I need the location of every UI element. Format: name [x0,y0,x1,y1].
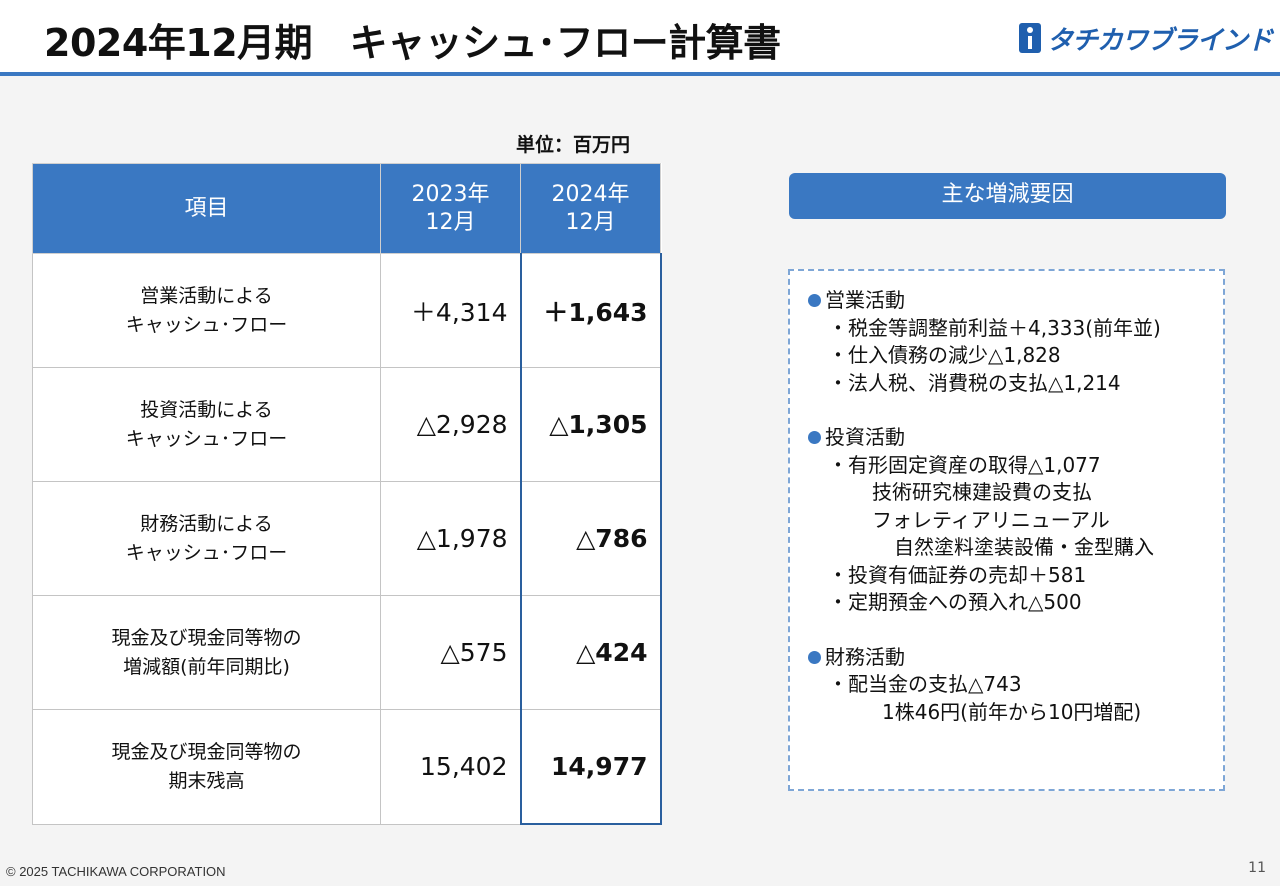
bullet-icon [808,650,821,664]
list-item: 技術研究棟建設費の支払 [872,480,1092,504]
list-item: 1株46円(前年から10円増配) [882,699,1142,724]
list-item: フォレティアリニューアル [872,507,1110,532]
info-person-icon [1018,23,1041,53]
table-row: 現金及び現金同等物の 期末残高 15,402 14,977 [32,709,662,825]
copyright: © 2025 TACHIKAWA CORPORATION [6,864,226,879]
factors-box: 営業活動 ・税金等調整前利益＋4,333(前年並) ・仕入債務の減少△1,828… [788,269,1225,791]
row-prev-value: 15,402 [380,709,521,825]
section-heading: 投資活動 [808,424,1223,452]
table-header-row: 項目 2023年 12月 2024年 12月 [32,163,661,254]
factor-section-operating: 営業活動 ・税金等調整前利益＋4,333(前年並) ・仕入債務の減少△1,828… [808,287,1223,397]
page-number: 11 [1248,860,1266,876]
header-2024: 2024年 12月 [520,163,661,254]
row-prev-value: △575 [380,595,521,710]
row-item: 投資活動による キャッシュ･フロー [32,367,381,482]
bullet-icon [808,294,821,308]
factors-title: 主な増減要因 [789,173,1226,219]
section-heading: 財務活動 [808,644,1223,672]
list-item: 自然塗料塗装設備・金型購入 [894,535,1154,559]
row-item: 現金及び現金同等物の 期末残高 [32,709,381,825]
page-title: 2024年12月期 キャッシュ･フロー計算書 [44,21,781,65]
header-2023: 2023年 12月 [380,163,521,254]
header: 2024年12月期 キャッシュ･フロー計算書 タチカワブラインド [0,0,1280,76]
list-item: ・定期預金への預入れ△500 [828,590,1082,614]
company-logo: タチカワブラインド [1018,20,1273,56]
row-item: 現金及び現金同等物の 増減額(前年同期比) [32,595,381,710]
factor-section-investing: 投資活動 ・有形固定資産の取得△1,077 技術研究棟建設費の支払 フォレティア… [808,424,1223,617]
row-curr-value: ＋1,643 [519,253,662,368]
row-curr-value: △1,305 [519,367,662,482]
list-item: ・有形固定資産の取得△1,077 [828,452,1101,477]
table-row: 現金及び現金同等物の 増減額(前年同期比) △575 △424 [32,595,662,710]
table-row: 営業活動による キャッシュ･フロー ＋4,314 ＋1,643 [32,253,662,368]
table-row: 投資活動による キャッシュ･フロー △2,928 △1,305 [32,367,662,482]
table-row: 財務活動による キャッシュ･フロー △1,978 △786 [32,481,662,596]
list-item: ・仕入債務の減少△1,828 [828,343,1061,367]
list-item: ・税金等調整前利益＋4,333(前年並) [828,315,1161,340]
row-prev-value: ＋4,314 [380,253,521,368]
list-item: ・法人税、消費税の支払△1,214 [828,370,1121,395]
header-item: 項目 [32,163,381,254]
list-item: ・配当金の支払△743 [828,672,1022,696]
cash-flow-table: 項目 2023年 12月 2024年 12月 営業活動による キャッシュ･フロー… [32,163,662,825]
logo-text: タチカワブラインド [1046,25,1273,56]
row-prev-value: △2,928 [380,367,521,482]
row-curr-value: △786 [519,481,662,596]
unit-label: 単位：百万円 [516,134,631,156]
row-prev-value: △1,978 [380,481,521,596]
factor-section-financing: 財務活動 ・配当金の支払△743 1株46円(前年から10円増配) [808,644,1223,727]
row-curr-value: △424 [519,595,662,710]
bullet-icon [808,431,821,445]
section-heading: 営業活動 [808,287,1223,315]
list-item: ・投資有価証券の売却＋581 [828,562,1087,587]
row-item: 財務活動による キャッシュ･フロー [32,481,381,596]
row-curr-value: 14,977 [519,709,662,825]
row-item: 営業活動による キャッシュ･フロー [32,253,381,368]
